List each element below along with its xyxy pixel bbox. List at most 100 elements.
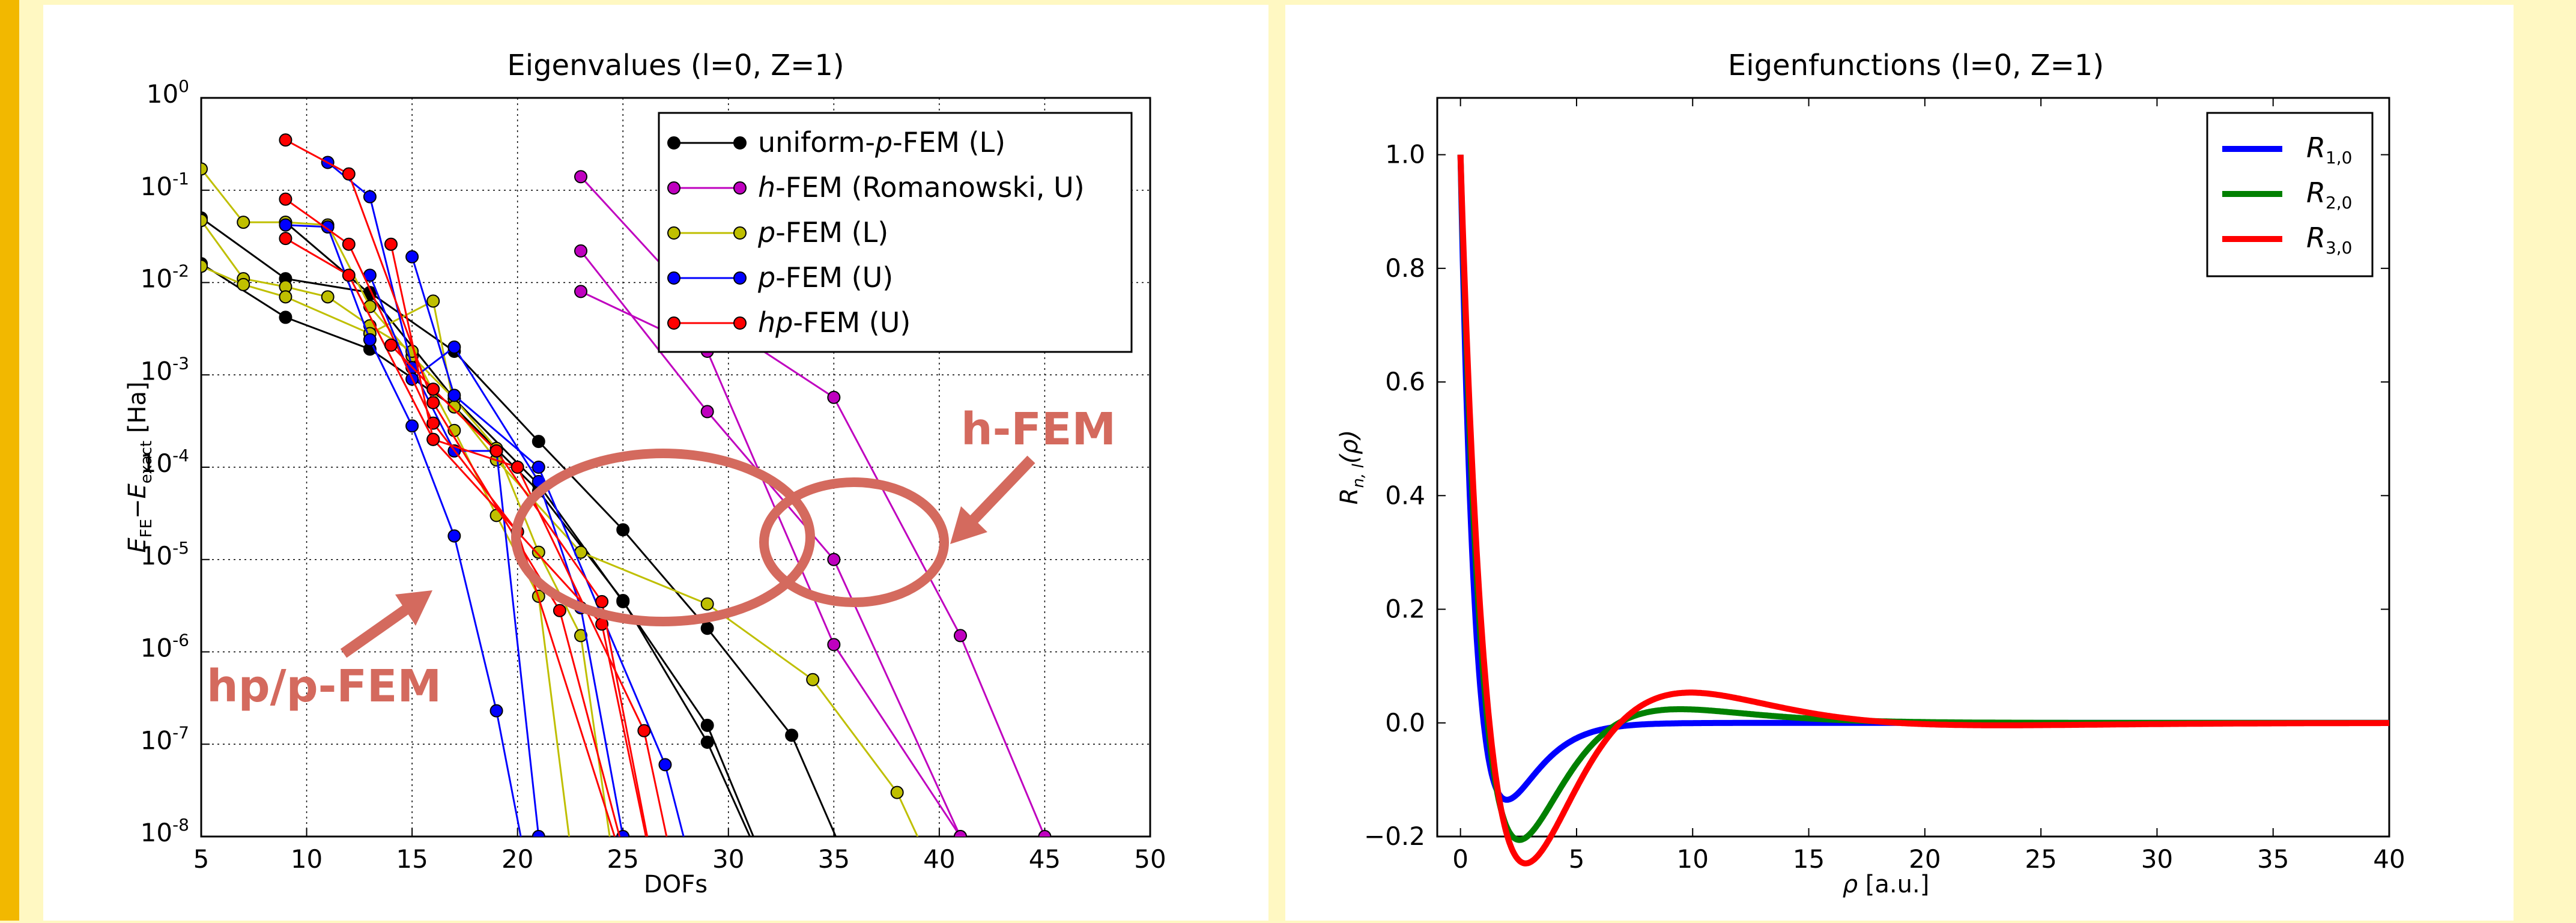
data-point bbox=[532, 830, 545, 837]
y-tick-label: 0.2 bbox=[1385, 595, 1425, 624]
h-fem-circle bbox=[759, 477, 949, 607]
series-group bbox=[201, 133, 1052, 837]
chart-title: Eigenfunctions (l=0, Z=1) bbox=[1728, 49, 2104, 82]
x-tick-label: 35 bbox=[818, 844, 850, 874]
legend-label: R1,0 bbox=[2306, 132, 2353, 168]
x-tick-label: 40 bbox=[923, 844, 955, 874]
annotations: h-FEM hp/p-FEM bbox=[207, 404, 1116, 712]
legend-marker bbox=[733, 271, 747, 285]
data-point bbox=[426, 383, 440, 396]
legend-label: p-FEM (U) bbox=[757, 261, 893, 294]
legend: R1,0 R2,0 R3,0 bbox=[2206, 112, 2374, 277]
data-point bbox=[447, 389, 461, 402]
x-tick-label: 25 bbox=[2025, 844, 2056, 874]
data-point bbox=[405, 250, 419, 264]
y-tick-label: 1.0 bbox=[1385, 140, 1425, 169]
legend-marker bbox=[667, 181, 680, 195]
data-point bbox=[574, 170, 587, 184]
series-line bbox=[580, 291, 962, 837]
data-point bbox=[616, 523, 630, 537]
y-tick-label: 10-5 bbox=[141, 538, 189, 570]
x-tick-label: 45 bbox=[1029, 844, 1061, 874]
x-tick-label: 40 bbox=[2373, 844, 2405, 874]
data-point bbox=[384, 338, 398, 352]
data-point bbox=[827, 390, 841, 404]
data-point bbox=[201, 214, 208, 228]
data-point bbox=[1038, 830, 1052, 837]
legend-entries: uniform-p-FEM (L) h-FEM (Romanowski, U) p-… bbox=[667, 126, 1085, 339]
data-point bbox=[201, 259, 208, 273]
data-point bbox=[279, 218, 292, 232]
y-tick-label: 0.8 bbox=[1385, 253, 1425, 283]
hp-p-fem-circle bbox=[511, 449, 815, 626]
x-tick-labels: 5 10 15 20 25 30 35 40 45 50 bbox=[193, 844, 1166, 874]
data-point bbox=[237, 277, 250, 291]
eigenvalues-chart: Eigenvalues (l=0, Z=1) 5 10 15 20 25 30 35 40 45… bbox=[124, 49, 1166, 898]
data-point bbox=[447, 340, 461, 354]
data-point bbox=[574, 285, 587, 298]
legend-label: R2,0 bbox=[2306, 177, 2353, 213]
series-line bbox=[1457, 154, 2392, 867]
y-tick-label: 10-4 bbox=[141, 446, 189, 478]
data-point bbox=[279, 133, 292, 147]
data-point bbox=[532, 461, 545, 474]
data-point bbox=[201, 162, 208, 176]
y-tick-labels: 100 10-1 10-2 10-3 10-4 10-5 10-6 10-7 10-8 bbox=[141, 76, 189, 847]
data-point bbox=[321, 220, 335, 234]
legend-marker bbox=[733, 181, 747, 195]
series-group bbox=[1457, 154, 2392, 867]
hp-p-fem-arrow-icon bbox=[340, 599, 418, 658]
legend-label: h-FEM (Romanowski, U) bbox=[758, 171, 1085, 204]
x-tick-label: 20 bbox=[502, 844, 533, 874]
legend-marker bbox=[667, 226, 680, 240]
x-tick-labels: 0 5 10 15 20 25 30 35 40 bbox=[1452, 844, 2405, 874]
data-point bbox=[658, 758, 672, 772]
y-tick-labels: −0.2 0.0 0.2 0.4 0.6 0.8 1.0 bbox=[1364, 140, 1425, 851]
data-point bbox=[511, 461, 524, 474]
data-point bbox=[890, 785, 904, 799]
data-point bbox=[279, 290, 292, 304]
x-tick-label: 15 bbox=[1793, 844, 1825, 874]
data-point bbox=[342, 237, 356, 251]
hp-p-fem-arrowhead-icon bbox=[395, 590, 432, 626]
eigenfunctions-chart: Eigenfunctions (l=0, Z=1) 0 5 10 15 20 25 30 35… bbox=[1336, 49, 2405, 898]
x-tick-label: 35 bbox=[2257, 844, 2289, 874]
y-tick-label: −0.2 bbox=[1364, 822, 1425, 851]
data-point bbox=[363, 333, 377, 347]
x-tick-label: 30 bbox=[712, 844, 744, 874]
x-tick-label: 10 bbox=[291, 844, 323, 874]
y-tick-label: 10-6 bbox=[141, 631, 189, 663]
legend-marker bbox=[667, 271, 680, 285]
data-point bbox=[827, 638, 841, 652]
data-point bbox=[489, 704, 503, 718]
h-fem-annotation: h-FEM bbox=[961, 404, 1116, 455]
data-point bbox=[616, 595, 630, 608]
data-point bbox=[574, 244, 587, 258]
y-tick-label: 100 bbox=[147, 76, 189, 109]
data-point bbox=[342, 268, 356, 282]
data-point bbox=[426, 432, 440, 446]
data-point bbox=[595, 595, 609, 608]
x-tick-label: 25 bbox=[607, 844, 638, 874]
x-tick-label: 5 bbox=[193, 844, 210, 874]
eigenfunctions-panel: Eigenfunctions (l=0, Z=1) 0 5 10 15 20 25 30 35… bbox=[1285, 5, 2514, 921]
data-point bbox=[954, 629, 967, 643]
data-point bbox=[363, 190, 377, 204]
legend-marker bbox=[667, 136, 680, 150]
data-point bbox=[700, 622, 714, 635]
chart-title: Eigenvalues (l=0, Z=1) bbox=[507, 49, 844, 82]
data-point bbox=[532, 435, 545, 449]
hp-p-fem-annotation: hp/p-FEM bbox=[207, 661, 441, 712]
legend-marker bbox=[733, 316, 747, 330]
accent-bar bbox=[0, 0, 19, 921]
x-tick-label: 0 bbox=[1452, 844, 1468, 874]
data-point bbox=[426, 396, 440, 410]
data-point bbox=[700, 718, 714, 732]
data-point bbox=[806, 673, 820, 686]
data-point bbox=[637, 724, 651, 737]
legend-marker bbox=[667, 316, 680, 330]
y-axis-label: EFE−Eexact [Ha] bbox=[124, 381, 156, 552]
x-tick-label: 10 bbox=[1677, 844, 1709, 874]
data-point bbox=[384, 237, 398, 251]
data-point bbox=[827, 552, 841, 566]
